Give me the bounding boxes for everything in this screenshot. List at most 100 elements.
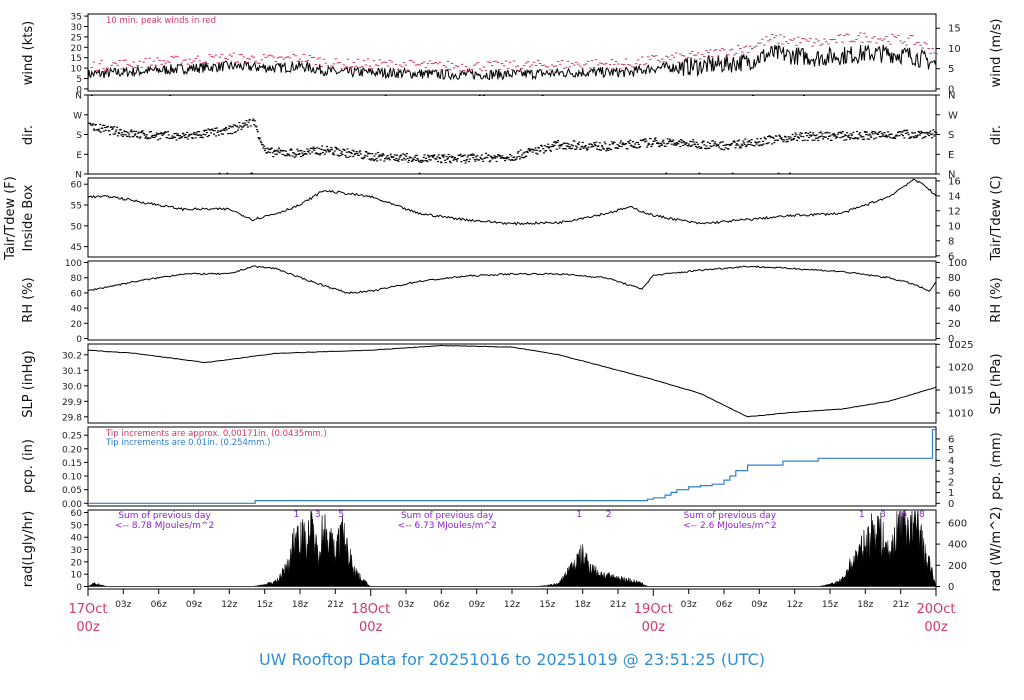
pcp-left-tick-label: 0.10 bbox=[62, 473, 82, 483]
rad-right-label: rad (W/m^2) bbox=[989, 507, 1004, 592]
wind-speed-line bbox=[87, 44, 937, 81]
hour-tick-label: 09z bbox=[469, 600, 485, 610]
dir-right-tick-label: W bbox=[948, 110, 958, 121]
rad-hour-mark: 3 bbox=[880, 510, 886, 520]
wind-left-tick-label: 25 bbox=[71, 33, 82, 43]
hour-tick-label: 06z bbox=[716, 600, 732, 610]
rh-right-tick-label: 80 bbox=[948, 273, 961, 284]
pcp-right-label: pcp. (mm) bbox=[989, 432, 1004, 499]
pcp-left-tick-label: 0.25 bbox=[62, 432, 82, 442]
precipitation-line bbox=[88, 429, 936, 504]
wind-left-tick-label: 5 bbox=[76, 75, 82, 85]
temp-left-label-1: Tair/Tdew (F) bbox=[3, 176, 18, 261]
slp-left-tick-label: 30.2 bbox=[62, 351, 82, 361]
wind-panel-frame bbox=[87, 13, 937, 92]
rh-right-tick-label: 40 bbox=[948, 304, 961, 315]
temp-right-label: Tair/Tdew (C) bbox=[989, 175, 1004, 261]
temp-left-tick-label: 50 bbox=[71, 222, 83, 232]
pcp-panel-data: Tip increments are approx. 0.00171in. (0… bbox=[88, 429, 936, 504]
tip-increment-note-2: Tip increments are 0.01in. (0.254mm.) bbox=[105, 438, 270, 448]
rad-left-tick-label: 30 bbox=[71, 546, 83, 556]
hour-tick-label: 15z bbox=[539, 600, 555, 610]
pcp-left-label: pcp. (in) bbox=[21, 439, 36, 493]
wind-right-tick-label: 10 bbox=[948, 44, 961, 55]
rh-right-tick-label: 20 bbox=[948, 319, 961, 330]
dir-right-label: dir. bbox=[989, 125, 1004, 145]
hour-tick-label: 21z bbox=[327, 600, 343, 610]
rh-panel-frame bbox=[87, 260, 937, 341]
hour-tick-label: 06z bbox=[433, 600, 449, 610]
slp-left-label: SLP (inHg) bbox=[21, 350, 36, 418]
rad-left-tick-label: 40 bbox=[71, 534, 83, 544]
rh-left-tick-label: 40 bbox=[71, 305, 83, 315]
wind-left-tick-label: 10 bbox=[71, 65, 83, 75]
pcp-panel-frame bbox=[87, 426, 937, 507]
rad-panel-data: Sum of previous day<-- 8.78 MJoules/m^2S… bbox=[87, 510, 937, 587]
tip-increment-note-1: Tip increments are approx. 0.00171in. (0… bbox=[105, 429, 327, 439]
temp-right-tick-label: 8 bbox=[948, 236, 954, 247]
pcp-right-tick-label: 6 bbox=[948, 434, 954, 445]
hour-tick-label: 18z bbox=[857, 600, 873, 610]
wind-peak-note: 10 min. peak winds in red bbox=[106, 16, 216, 26]
hour-tick-label: 12z bbox=[504, 600, 520, 610]
dir-right-tick-label: S bbox=[948, 130, 954, 141]
rad-left-tick-label: 0 bbox=[76, 583, 82, 593]
dir-left-tick-label: N bbox=[75, 92, 82, 102]
rad-hour-mark: 1 bbox=[294, 510, 300, 520]
rh-right-tick-label: 100 bbox=[948, 258, 967, 269]
rh-right-tick-label: 0 bbox=[948, 334, 954, 345]
wind-direction-marks bbox=[88, 94, 938, 174]
rh-right-label: RH (%) bbox=[989, 277, 1004, 322]
dir-left-tick-label: W bbox=[73, 111, 82, 121]
rad-hour-mark: 1 bbox=[859, 510, 865, 520]
rad-summary-title: Sum of previous day bbox=[401, 511, 494, 521]
wind-left-tick-label: 30 bbox=[71, 23, 83, 33]
rad-panel-frame bbox=[87, 509, 937, 590]
inside-box-temperature-line bbox=[87, 178, 937, 226]
sea-level-pressure-line bbox=[87, 344, 937, 418]
pcp-left-tick-label: 0.20 bbox=[62, 445, 82, 455]
pcp-right-tick-label: 5 bbox=[948, 445, 954, 456]
rad-summary-value: <-- 8.78 MJoules/m^2 bbox=[115, 521, 214, 531]
temp-left-label-2: Inside Box bbox=[21, 184, 36, 251]
time-axis: 03z 06z 09z 12z 15z 18z 21z 03z 06z 09z 12z 15z 18z 2… bbox=[68, 589, 956, 635]
rh-left-tick-label: 100 bbox=[65, 259, 82, 269]
temp-right-tick-label: 12 bbox=[948, 206, 961, 217]
temp-right-tick-label: 10 bbox=[948, 221, 961, 232]
rh-left-tick-label: 80 bbox=[71, 274, 83, 284]
hour-tick-label: 18z bbox=[575, 600, 591, 610]
radiation-summaries: Sum of previous day<-- 8.78 MJoules/m^2S… bbox=[115, 510, 925, 531]
rad-hour-mark: 3 bbox=[315, 510, 321, 520]
rh-left-tick-label: 0 bbox=[76, 335, 82, 345]
hour-tick-label: 18z bbox=[292, 600, 308, 610]
temp-left-tick-label: 45 bbox=[71, 243, 82, 253]
pcp-right-tick-label: 4 bbox=[948, 456, 954, 467]
pcp-left-tick-label: 0.05 bbox=[62, 486, 82, 496]
rad-left-tick-label: 10 bbox=[71, 571, 83, 581]
dir-right-tick-label: N bbox=[948, 170, 955, 181]
hour-tick-label: 12z bbox=[221, 600, 237, 610]
hour-tick-label: 15z bbox=[257, 600, 273, 610]
dir-left-tick-label: N bbox=[75, 171, 82, 181]
pcp-right-tick-label: 0 bbox=[948, 499, 954, 510]
radiation-area bbox=[87, 510, 937, 587]
slp-right-tick-label: 1025 bbox=[948, 340, 973, 351]
wind-right-tick-label: 5 bbox=[948, 64, 954, 75]
wind-left-label: wind (kts) bbox=[21, 21, 36, 85]
rad-left-label: rad(Lgly/hr) bbox=[21, 511, 36, 587]
rad-left-tick-label: 60 bbox=[71, 509, 83, 519]
day-tick-label: 18Oct bbox=[351, 602, 390, 617]
rad-hour-mark: 2 bbox=[606, 510, 612, 520]
wind-left-tick-label: 15 bbox=[71, 54, 82, 64]
rad-hour-mark: 5 bbox=[338, 510, 344, 520]
day-tick-label: 17Oct bbox=[68, 602, 107, 617]
wind-right-tick-label: 0 bbox=[948, 84, 954, 95]
rad-summary-value: <-- 6.73 MJoules/m^2 bbox=[398, 521, 497, 531]
slp-left-tick-label: 30.0 bbox=[62, 382, 82, 392]
hour-tick-label: 21z bbox=[893, 600, 909, 610]
rad-right-tick-label: 0 bbox=[948, 582, 954, 593]
rad-hour-mark: 6 bbox=[901, 510, 907, 520]
temp-right-tick-label: 6 bbox=[948, 251, 954, 262]
temp-panel-frame bbox=[87, 177, 937, 258]
slp-left-tick-label: 29.8 bbox=[62, 413, 82, 423]
